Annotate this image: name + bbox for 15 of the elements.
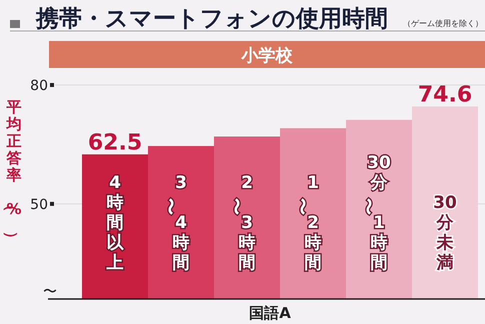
data-label: 62.5 xyxy=(88,130,142,156)
y-tick-label: 50 xyxy=(30,196,48,213)
x-tick-label: 3〜4時間 xyxy=(160,173,190,273)
chart-subtitle: 小学校 xyxy=(240,46,294,66)
x-tick-label: 1〜2時間 xyxy=(292,173,322,273)
chart-title: 携帯・スマートフォンの使用時間 xyxy=(35,6,388,32)
x-axis-title: 国語A xyxy=(249,304,292,322)
data-label: 74.6 xyxy=(418,82,472,108)
text: （ゲーム使用を除く） xyxy=(403,19,483,28)
annotation: 〜 xyxy=(43,284,57,300)
y-tick-label: 80 xyxy=(30,78,48,94)
x-tick-label: 4時間以上 xyxy=(106,173,124,273)
x-tick-label: 30分〜1時間 xyxy=(358,153,391,273)
x-tick-label: 30分未満 xyxy=(433,193,457,273)
x-tick-label: 2〜3時間 xyxy=(226,173,256,273)
